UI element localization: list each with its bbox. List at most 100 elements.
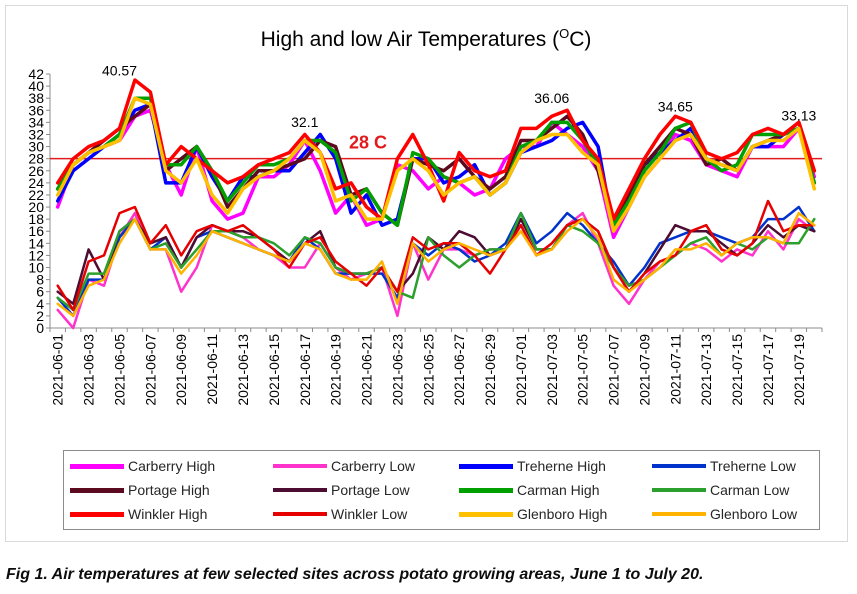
data-label: 32.1 bbox=[291, 114, 318, 130]
x-axis: 2021-06-01 2021-06-03 2021-06-05 2021-06-07… bbox=[49, 327, 823, 406]
legend-label: Glenboro Low bbox=[710, 506, 798, 522]
legend-swatch bbox=[459, 463, 513, 469]
reference-line-label: 28 C bbox=[349, 133, 387, 153]
x-tick-label: 2021-06-19 bbox=[328, 334, 344, 406]
data-label: 33.13 bbox=[781, 108, 816, 124]
legend-item: Portage High bbox=[70, 480, 210, 500]
series-line-glenboro-high bbox=[55, 96, 817, 233]
y-tick-label: 36 bbox=[28, 102, 44, 118]
chart-title-main: High and low Air Temperatures ( bbox=[261, 28, 559, 51]
annotation-group: 40.57 32.1 36.06 34.65 33.13 bbox=[102, 63, 817, 130]
y-tick-label: 8 bbox=[36, 272, 44, 288]
legend-swatch bbox=[273, 512, 327, 516]
x-tick-label: 2021-06-13 bbox=[235, 334, 251, 406]
y-tick-label: 38 bbox=[28, 90, 44, 106]
legend-swatch bbox=[459, 487, 513, 493]
legend-item: Portage Low bbox=[273, 480, 410, 500]
legend-swatch bbox=[70, 511, 124, 517]
y-tick-label: 30 bbox=[28, 139, 44, 155]
legend-label: Carberry High bbox=[128, 458, 216, 474]
legend-item: Winkler High bbox=[70, 504, 207, 524]
series-line-glenboro-low bbox=[56, 211, 816, 318]
legend-swatch bbox=[652, 488, 706, 492]
y-tick-label: 16 bbox=[28, 223, 44, 239]
series-group bbox=[55, 78, 817, 330]
legend-label: Winkler Low bbox=[331, 506, 408, 522]
x-tick-label: 2021-07-15 bbox=[729, 334, 745, 406]
chart-title-superscript: O bbox=[559, 26, 569, 41]
x-tick-label: 2021-06-07 bbox=[142, 334, 158, 406]
x-tick-label: 2021-06-21 bbox=[359, 334, 375, 406]
y-tick-label: 6 bbox=[36, 284, 44, 300]
legend-label: Carman High bbox=[517, 482, 600, 498]
legend-item: Carman Low bbox=[652, 480, 789, 500]
y-tick-label: 12 bbox=[28, 247, 44, 263]
y-tick-label: 18 bbox=[28, 211, 44, 227]
x-tick-label: 2021-06-15 bbox=[266, 334, 282, 406]
x-tick-label: 2021-07-05 bbox=[575, 334, 591, 406]
legend-label: Winkler High bbox=[128, 506, 208, 522]
legend-swatch bbox=[273, 488, 327, 492]
y-tick-label: 40 bbox=[28, 78, 44, 94]
legend-item: Glenboro High bbox=[459, 504, 607, 524]
x-tick-label: 2021-06-03 bbox=[81, 334, 97, 406]
legend-item: Winkler Low bbox=[273, 504, 407, 524]
figure-caption: Fig 1. Air temperatures at few selected … bbox=[6, 566, 704, 583]
y-tick-label: 2 bbox=[36, 308, 44, 324]
legend-label: Carberry Low bbox=[331, 458, 416, 474]
legend-label: Portage Low bbox=[331, 482, 410, 498]
chart-title-tail: C) bbox=[569, 28, 591, 51]
y-tick-label: 28 bbox=[28, 151, 44, 167]
x-tick-label: 2021-06-27 bbox=[451, 334, 467, 406]
chart-title: High and low Air Temperatures (OC) bbox=[261, 26, 592, 51]
legend-swatch bbox=[652, 512, 706, 516]
legend-label: Treherne High bbox=[517, 458, 606, 474]
x-tick-label: 2021-06-11 bbox=[204, 334, 220, 405]
y-tick-label: 14 bbox=[28, 235, 44, 251]
legend-item: Carman High bbox=[459, 480, 599, 500]
x-tick-label: 2021-07-09 bbox=[636, 334, 652, 406]
data-label: 40.57 bbox=[102, 63, 137, 79]
series-line-winkler-low bbox=[56, 199, 816, 312]
legend-swatch bbox=[273, 464, 327, 468]
y-tick-label: 10 bbox=[28, 260, 44, 276]
series-line-carman-high bbox=[55, 96, 817, 227]
y-tick-label: 42 bbox=[28, 66, 44, 82]
y-tick-label: 4 bbox=[36, 296, 44, 312]
y-tick-label: 20 bbox=[28, 199, 44, 215]
legend-label: Treherne Low bbox=[710, 458, 796, 474]
series-line-portage-low bbox=[56, 217, 816, 306]
data-label: 36.06 bbox=[534, 90, 569, 106]
x-tick-label: 2021-07-17 bbox=[760, 334, 776, 406]
x-tick-label: 2021-07-13 bbox=[698, 334, 714, 406]
legend-item: Carberry High bbox=[70, 456, 215, 476]
x-tick-label: 2021-06-05 bbox=[111, 334, 127, 406]
x-tick-label: 2021-07-01 bbox=[513, 334, 529, 406]
legend-swatch bbox=[70, 463, 124, 469]
y-tick-label: 22 bbox=[28, 187, 44, 203]
y-tick-label: 34 bbox=[28, 114, 44, 130]
y-tick-label: 24 bbox=[28, 175, 44, 191]
x-tick-label: 2021-07-19 bbox=[791, 334, 807, 406]
legend-label: Portage High bbox=[128, 482, 210, 498]
y-tick-label: 0 bbox=[36, 320, 44, 336]
y-tick-label: 26 bbox=[28, 163, 44, 179]
x-tick-label: 2021-06-25 bbox=[420, 334, 436, 406]
x-tick-label: 2021-06-09 bbox=[173, 334, 189, 406]
legend-item: Treherne High bbox=[459, 456, 606, 476]
legend-label: Carman Low bbox=[710, 482, 790, 498]
x-tick-label: 2021-07-11 bbox=[667, 334, 683, 405]
x-tick-label: 2021-06-01 bbox=[50, 334, 66, 406]
y-tick-label: 32 bbox=[28, 126, 44, 142]
x-tick-label: 2021-06-23 bbox=[389, 334, 405, 406]
legend-swatch bbox=[652, 464, 706, 468]
legend-item: Treherne Low bbox=[652, 456, 796, 476]
legend-swatch bbox=[70, 487, 124, 493]
x-tick-label: 2021-07-03 bbox=[544, 334, 560, 406]
chart-legend: Carberry High Carberry Low Treherne High Tr… bbox=[63, 450, 820, 530]
data-label: 34.65 bbox=[658, 98, 693, 114]
x-tick-label: 2021-07-07 bbox=[606, 334, 622, 406]
legend-item: Carberry Low bbox=[273, 456, 415, 476]
